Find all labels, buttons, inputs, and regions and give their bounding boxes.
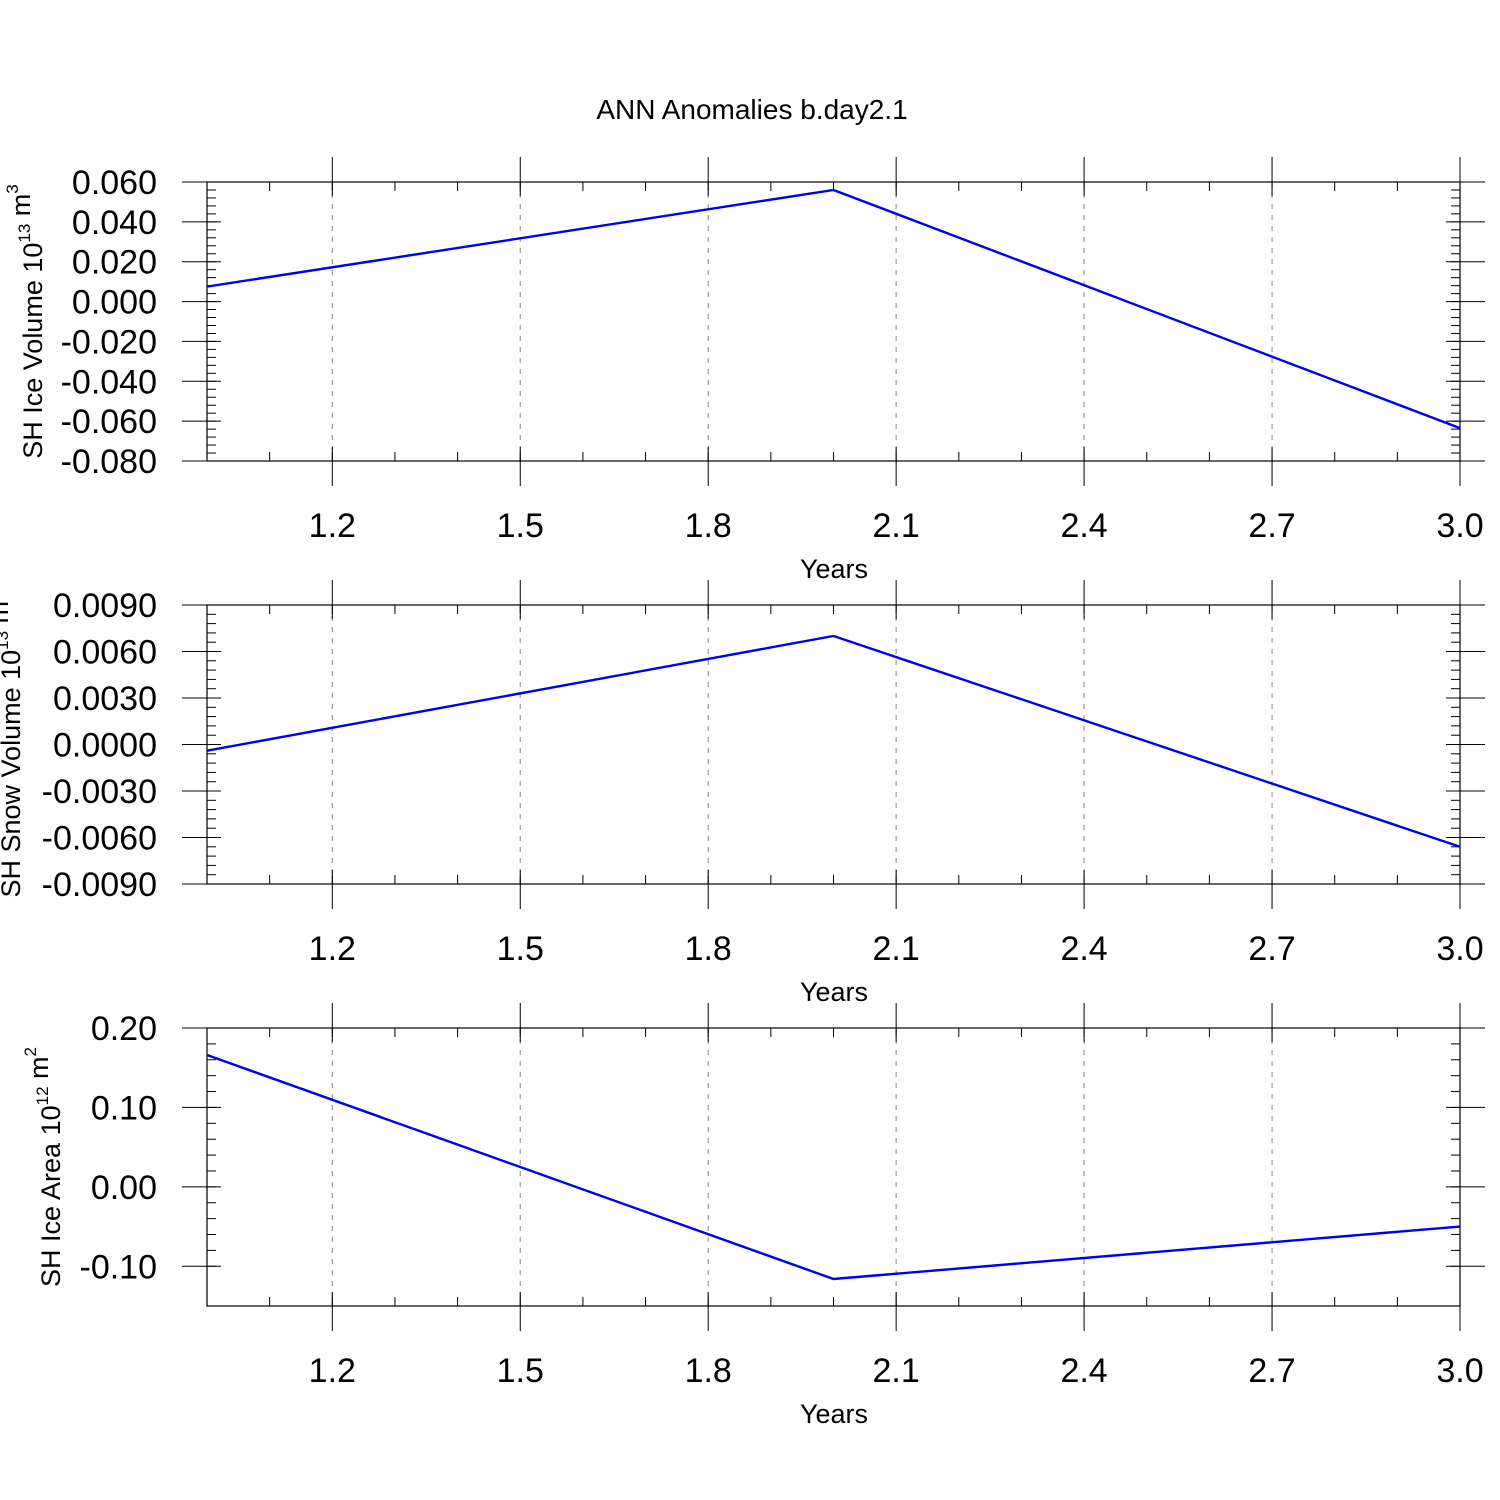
x-tick-label: 2.4 xyxy=(1060,1352,1107,1390)
x-tick-label: 2.1 xyxy=(873,507,920,545)
x-tick-label: 2.7 xyxy=(1248,930,1295,968)
y-axis-label-sup: 12 xyxy=(33,1086,52,1105)
y-tick-label: 0.0030 xyxy=(53,680,157,718)
y-tick-label: 0.040 xyxy=(72,204,157,242)
y-tick-label: 0.000 xyxy=(72,284,157,322)
y-tick-label: -0.0060 xyxy=(42,820,157,858)
x-axis-label: Years xyxy=(800,1399,868,1429)
x-axis-label: Years xyxy=(800,554,868,584)
y-tick-label: -0.080 xyxy=(61,443,157,481)
x-axis-label: Years xyxy=(800,977,868,1007)
y-axis-label-sup: 2 xyxy=(21,1047,40,1056)
y-axis-label: SH Ice Area 1012 m2 xyxy=(21,1047,66,1287)
y-tick-label: -0.040 xyxy=(61,363,157,401)
plot-frame xyxy=(206,1027,1461,1307)
y-tick-label: 0.020 xyxy=(72,244,157,282)
y-tick-label: 0.00 xyxy=(91,1169,157,1207)
y-axis-label-part: m xyxy=(24,1056,54,1086)
x-tick-label: 2.7 xyxy=(1248,1352,1295,1390)
x-tick-label: 1.5 xyxy=(497,507,544,545)
x-tick-label: 1.8 xyxy=(685,930,732,968)
x-tick-label: 2.7 xyxy=(1248,507,1295,545)
chart-panel-2: 1.2 1.5 1.8 2.1 2.4 2.7 3.0 0.0090 0.0060 0.0030 0… xyxy=(0,580,1485,1007)
x-tick-label: 2.4 xyxy=(1060,507,1107,545)
x-tick-label: 3.0 xyxy=(1436,1352,1483,1390)
y-axis-label-sup: 13 xyxy=(0,631,12,650)
x-tick-label: 1.2 xyxy=(309,1352,356,1390)
y-tick-label: -0.020 xyxy=(61,323,157,361)
y-tick-label: 0.10 xyxy=(91,1089,157,1127)
series-line xyxy=(206,634,1461,848)
y-tick-label: 0.20 xyxy=(91,1010,157,1048)
x-tick-label: 1.5 xyxy=(497,930,544,968)
series-line xyxy=(206,188,1461,430)
x-tick-label: 1.8 xyxy=(685,1352,732,1390)
x-tick-label: 1.2 xyxy=(309,507,356,545)
chart-panel-3: 1.2 1.5 1.8 2.1 2.4 2.7 3.0 0.20 0.10 0.00 -0.10 Ye… xyxy=(21,1003,1485,1429)
chart-panels: 1.2 1.5 1.8 2.1 2.4 2.7 3.00.0600.0400.0200.00… xyxy=(0,157,1485,1429)
y-tick-label: 0.0000 xyxy=(53,727,157,765)
y-axis-label-part: SH Ice Volume 10 xyxy=(18,243,48,459)
y-tick-label: 0.0060 xyxy=(53,634,157,672)
chart-title: ANN Anomalies b.day2.1 xyxy=(596,94,907,125)
x-tick-label: 1.5 xyxy=(497,1352,544,1390)
y-axis-label-part: SH Ice Area 10 xyxy=(36,1105,66,1287)
y-tick-label: -0.060 xyxy=(61,403,157,441)
y-axis-label-part: m xyxy=(0,601,14,631)
y-axis-label-sup: 3 xyxy=(3,184,22,193)
y-tick-label: -0.0030 xyxy=(42,773,157,811)
y-tick-label: 0.0090 xyxy=(53,587,157,625)
x-tick-label: 1.8 xyxy=(685,507,732,545)
x-tick-label: 2.1 xyxy=(873,1352,920,1390)
y-axis-label-sup: 13 xyxy=(15,224,34,243)
y-tick-label: -0.0090 xyxy=(42,866,157,904)
y-axis-label: SH Ice Volume 1013 m3 xyxy=(3,184,48,459)
x-tick-label: 3.0 xyxy=(1436,930,1483,968)
y-axis-label: SH Snow Volume 1013 m3 xyxy=(0,591,26,897)
y-tick-label: 0.060 xyxy=(72,164,157,202)
y-axis-label-part: SH Snow Volume 10 xyxy=(0,650,26,898)
y-axis-label-part: m xyxy=(6,194,36,224)
plot-frame xyxy=(206,604,1461,885)
chart-panel-1: 1.2 1.5 1.8 2.1 2.4 2.7 3.0 0.0600.0400.0200.00… xyxy=(3,157,1485,584)
plot-frame xyxy=(206,181,1461,462)
x-tick-label: 2.1 xyxy=(873,930,920,968)
x-tick-label: 2.4 xyxy=(1060,930,1107,968)
series-line xyxy=(206,1053,1461,1281)
x-tick-label: 3.0 xyxy=(1436,507,1483,545)
y-tick-label: -0.10 xyxy=(80,1248,158,1286)
x-tick-label: 1.2 xyxy=(309,930,356,968)
